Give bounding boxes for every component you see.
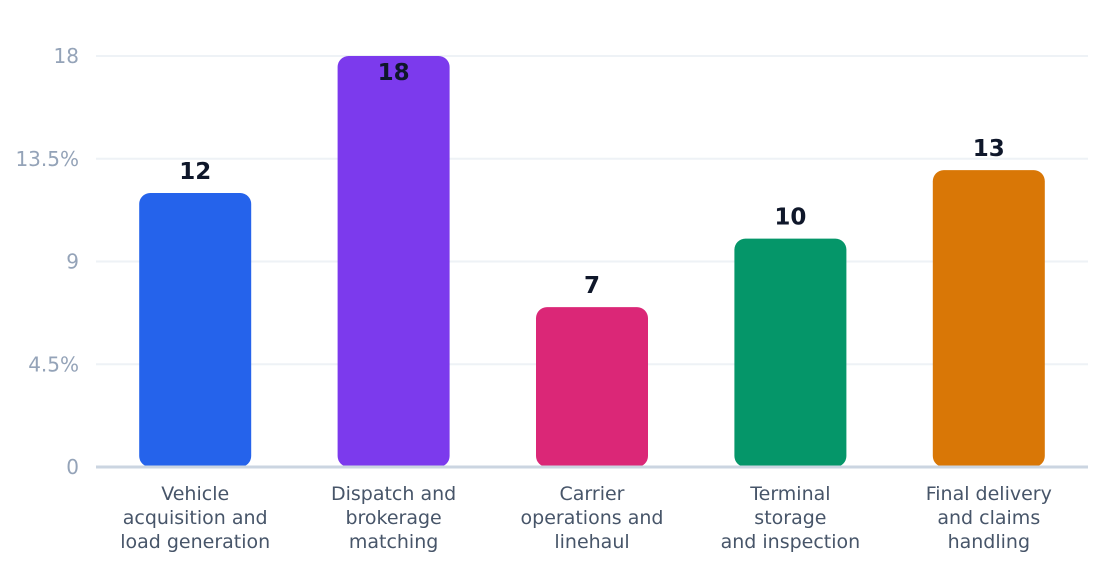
y-axis-ticks: 0 4.5% 9 13.5% 18 (15, 44, 79, 479)
x-category-label: and inspection (721, 531, 861, 553)
y-tick-label: 4.5% (28, 352, 79, 376)
value-label: 10 (774, 205, 806, 231)
x-category-label: handling (948, 531, 1030, 553)
bar (932, 170, 1045, 467)
y-tick-label: 0 (66, 455, 79, 479)
x-category-label: linehaul (554, 531, 629, 553)
x-category-label: Dispatch and (331, 483, 456, 505)
x-category-label: load generation (120, 531, 270, 553)
bar (139, 193, 252, 467)
value-label: 7 (584, 273, 600, 299)
y-tick-label: 13.5% (15, 147, 79, 171)
bar (337, 56, 450, 467)
value-label: 13 (973, 136, 1005, 162)
x-category-label: storage (754, 507, 826, 529)
x-category-label: Final delivery (926, 483, 1052, 505)
x-category-label: operations and (521, 507, 664, 529)
x-category-label: matching (349, 531, 438, 553)
x-category-label: acquisition and (123, 507, 268, 529)
x-category-label: brokerage (345, 507, 441, 529)
x-category-label: Vehicle (161, 483, 229, 505)
bar (536, 307, 648, 467)
x-category-label: Terminal (749, 483, 830, 505)
value-label: 12 (179, 159, 211, 185)
y-tick-label: 9 (66, 250, 79, 274)
x-category-label: and claims (937, 507, 1040, 529)
y-tick-label: 18 (54, 44, 79, 68)
value-label: 18 (378, 60, 410, 86)
bar (734, 238, 847, 467)
value-labels: 12 18 7 10 13 (179, 60, 1005, 299)
x-category-label: Carrier (560, 483, 625, 505)
bars (139, 56, 1045, 467)
